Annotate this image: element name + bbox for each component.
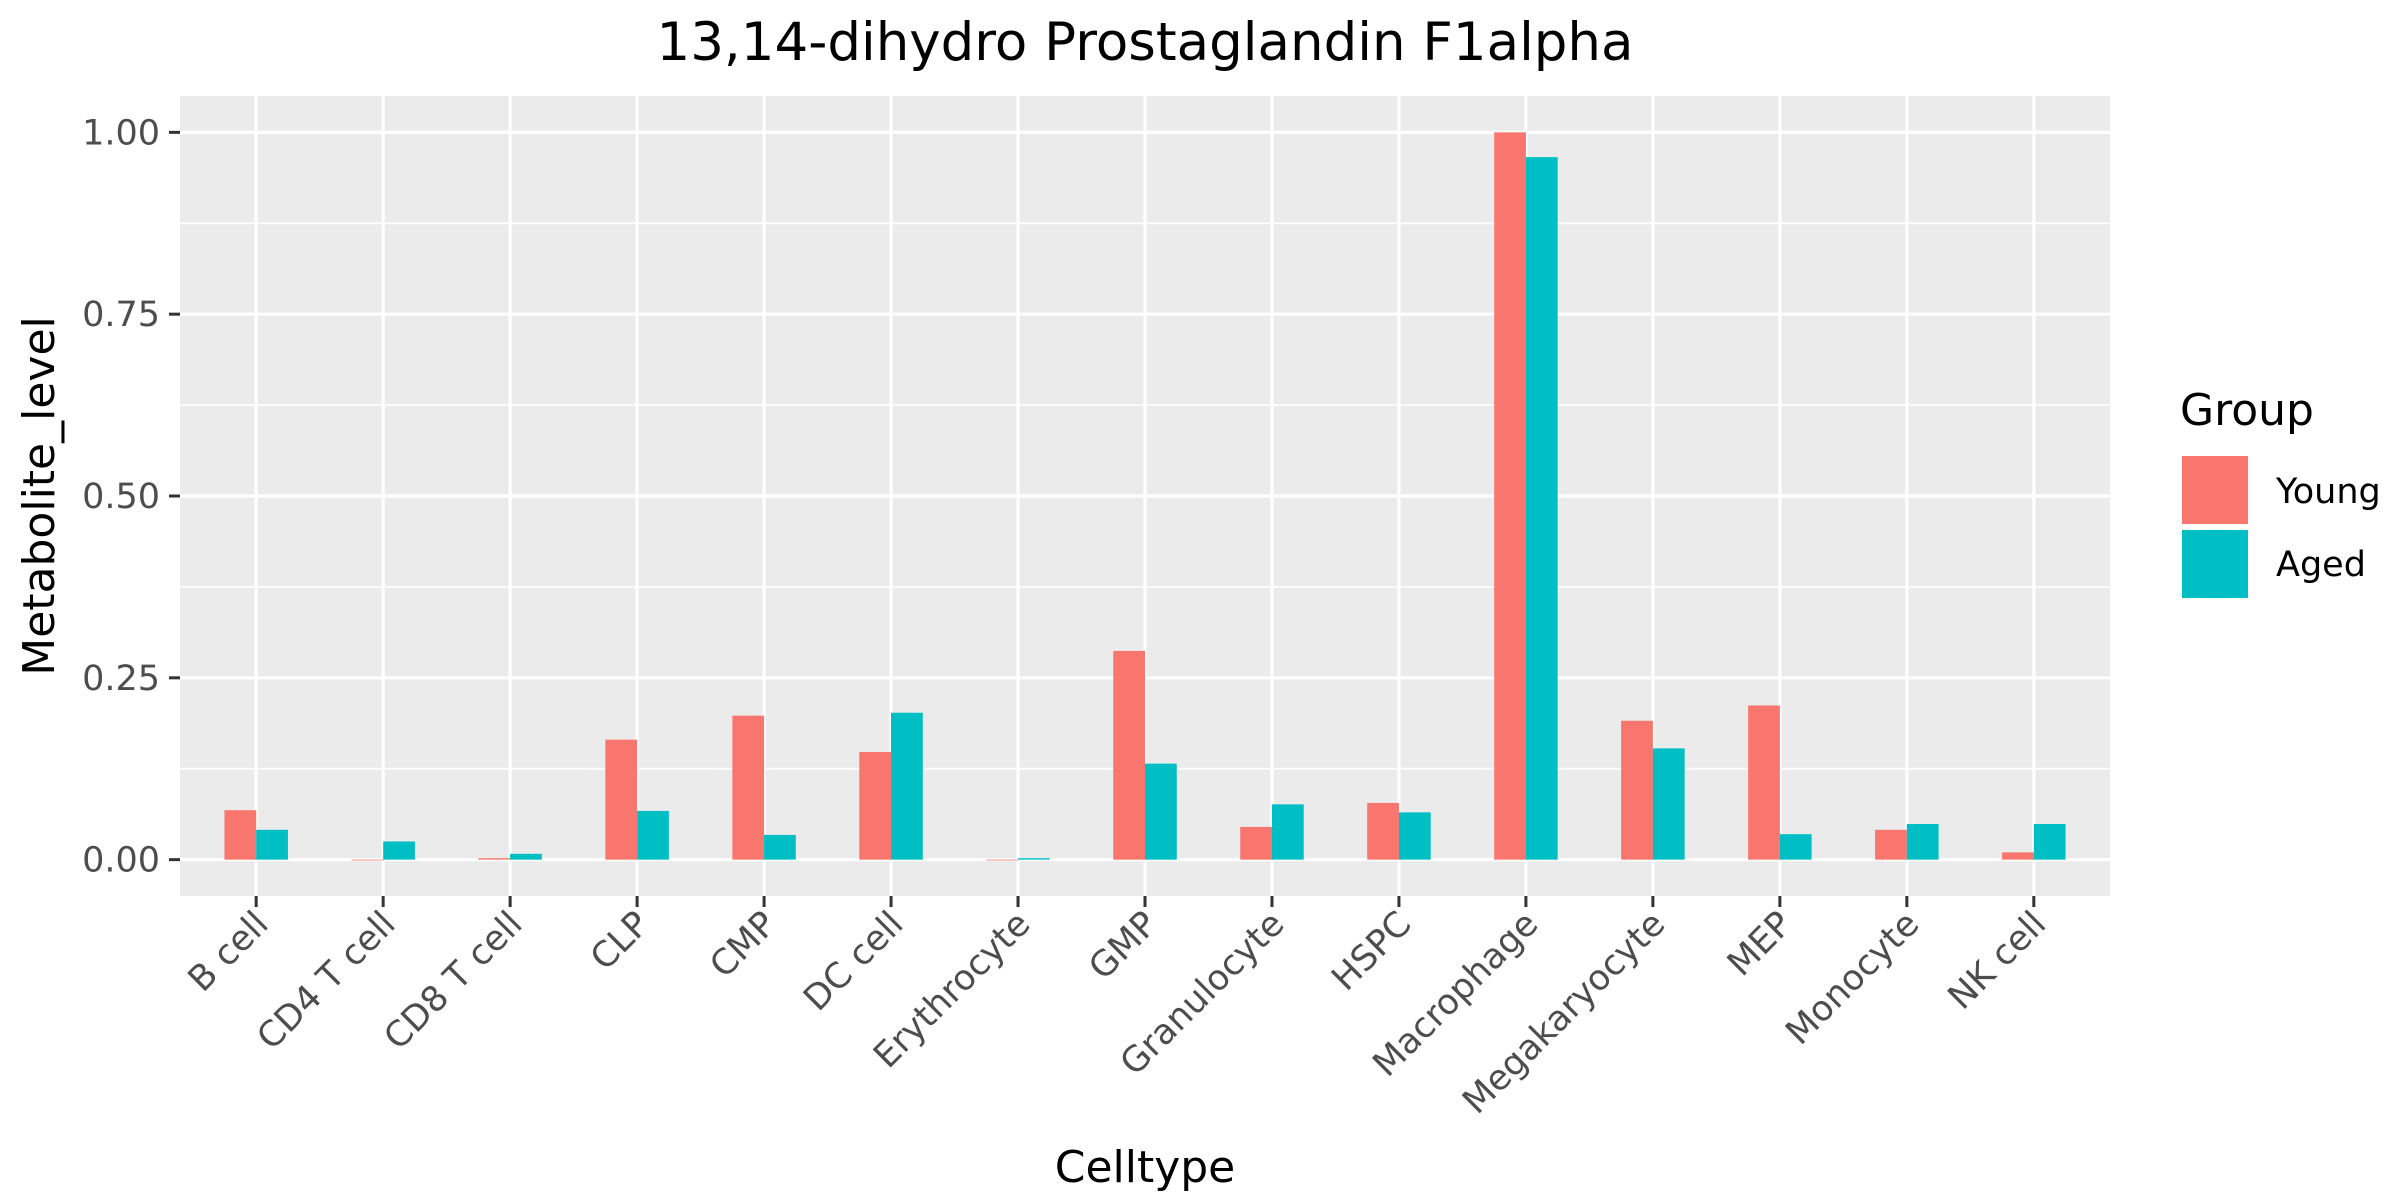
legend-title: Group — [2180, 385, 2314, 436]
x-tick-label: GMP — [1082, 904, 1166, 988]
bar-young-cd8-t-cell — [478, 858, 511, 860]
bar-aged-erythrocyte — [1018, 858, 1050, 860]
x-axis-title: Celltype — [1055, 1142, 1236, 1193]
chart-title: 13,14-dihydro Prostaglandin F1alpha — [656, 12, 1633, 73]
x-tick-label: HSPC — [1324, 904, 1419, 999]
bar-aged-nk-cell — [2033, 824, 2066, 860]
legend-label-aged: Aged — [2276, 545, 2366, 585]
x-tick-label: CMP — [703, 904, 785, 986]
bar-aged-macrophage — [1525, 157, 1558, 860]
bar-young-cd4-t-cell — [351, 859, 384, 861]
x-tick-label: NK cell — [1941, 904, 2054, 1017]
bar-aged-megakaryocyte — [1652, 748, 1685, 860]
bar-young-gmp — [1113, 650, 1145, 860]
legend-item-young: Young — [2182, 456, 2381, 524]
bar-young-b-cell — [224, 810, 257, 860]
y-tick-label: 0.25 — [82, 659, 160, 699]
bar-aged-cd8-t-cell — [510, 853, 542, 860]
bar-young-cmp — [732, 715, 765, 860]
bar-aged-b-cell — [256, 829, 288, 860]
bar-aged-monocyte — [1906, 824, 1939, 860]
x-tick-label: MEP — [1720, 904, 1800, 984]
bar-aged-mep — [1779, 834, 1812, 860]
bar-aged-granulocyte — [1271, 804, 1304, 860]
bar-young-megakaryocyte — [1621, 720, 1653, 860]
bar-aged-cd4-t-cell — [383, 841, 415, 860]
bar-aged-clp — [637, 810, 669, 860]
y-tick-label: 0.75 — [82, 295, 160, 335]
y-axis-title: Metabolite_level — [14, 316, 65, 676]
y-tick-label: 1.00 — [82, 113, 160, 153]
x-tick-label: B cell — [181, 904, 277, 1000]
bar-aged-gmp — [1145, 763, 1177, 860]
x-tick-label: CLP — [583, 904, 657, 978]
bar-young-nk-cell — [2002, 852, 2034, 860]
x-tick-label: DC cell — [796, 904, 911, 1019]
y-tick-label: 0.00 — [82, 841, 160, 881]
bars — [224, 132, 2066, 861]
bar-aged-dc-cell — [891, 712, 923, 860]
legend: Group Young Aged — [2180, 385, 2381, 598]
x-tick-label: Monocyte — [1778, 904, 1927, 1053]
bar-young-mep — [1748, 705, 1780, 860]
x-tick-label: CD8 T cell — [377, 904, 531, 1058]
bar-young-granulocyte — [1240, 826, 1272, 860]
bar-young-clp — [605, 739, 638, 860]
bar-young-monocyte — [1875, 829, 1907, 860]
x-tick-label: CD4 T cell — [250, 904, 404, 1058]
legend-key-aged — [2182, 530, 2248, 598]
bar-aged-cmp — [764, 834, 796, 860]
legend-item-aged: Aged — [2182, 530, 2366, 598]
bar-young-macrophage — [1494, 132, 1526, 860]
bar-young-dc-cell — [859, 752, 892, 860]
y-tick-label: 0.50 — [82, 477, 160, 517]
bar-young-erythrocyte — [986, 859, 1019, 861]
bar-young-hspc — [1367, 802, 1399, 860]
y-axis: 0.00 0.25 0.50 0.75 1.00 — [82, 113, 180, 881]
legend-label-young: Young — [2275, 472, 2381, 512]
bar-aged-hspc — [1398, 812, 1431, 860]
legend-key-young — [2182, 456, 2248, 524]
